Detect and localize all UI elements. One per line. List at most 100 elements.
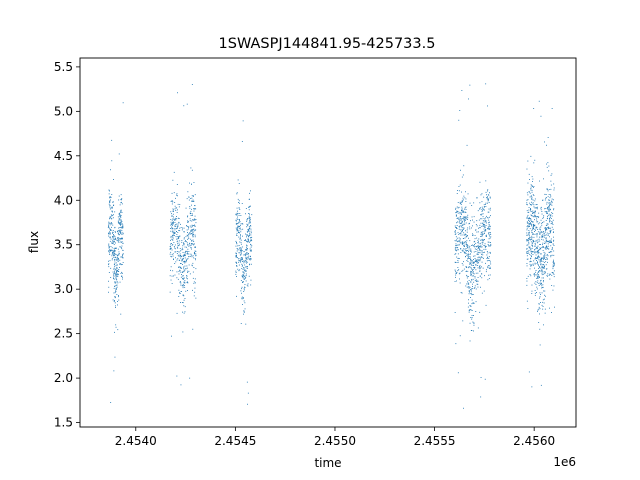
data-point — [248, 229, 249, 231]
data-point — [467, 276, 469, 277]
data-point — [478, 262, 479, 264]
data-point — [249, 235, 250, 236]
data-point — [121, 221, 123, 222]
data-point — [529, 191, 530, 193]
data-point — [176, 227, 178, 229]
data-point — [549, 273, 550, 275]
data-point — [114, 254, 116, 256]
data-point — [461, 210, 462, 212]
data-point — [454, 225, 456, 227]
data-point — [118, 234, 120, 236]
data-point — [455, 240, 457, 242]
data-point — [480, 231, 482, 233]
data-point — [237, 227, 239, 229]
data-point — [181, 256, 183, 257]
data-point — [468, 253, 469, 255]
data-point — [115, 282, 116, 284]
data-point — [545, 227, 547, 228]
data-point — [116, 239, 118, 241]
data-point — [172, 236, 173, 238]
data-point — [237, 226, 239, 228]
data-point — [529, 263, 531, 265]
x-tick-label: 2.4555 — [414, 434, 456, 448]
data-point — [113, 214, 114, 216]
data-point — [527, 222, 529, 224]
data-point — [115, 274, 117, 275]
data-point — [113, 278, 115, 280]
data-point — [116, 267, 118, 269]
data-point — [484, 230, 486, 232]
data-point — [542, 308, 544, 310]
x-axis-label: time — [314, 456, 341, 470]
data-point — [466, 243, 467, 245]
data-point — [480, 396, 482, 398]
data-point — [194, 287, 196, 289]
data-point — [487, 190, 488, 192]
data-point — [532, 203, 534, 205]
data-point — [471, 227, 472, 229]
data-point — [194, 229, 196, 231]
data-point — [457, 260, 459, 261]
data-point — [120, 273, 122, 274]
data-point — [485, 235, 487, 237]
data-point — [113, 179, 114, 180]
data-point — [527, 252, 529, 254]
data-point — [476, 197, 478, 199]
data-point — [191, 265, 193, 267]
data-point — [108, 286, 110, 288]
data-point — [530, 261, 532, 262]
data-point — [192, 235, 194, 237]
data-point — [547, 206, 549, 208]
data-point — [462, 230, 463, 231]
data-point — [246, 267, 248, 269]
data-point — [178, 230, 180, 231]
data-point — [483, 239, 484, 241]
data-point — [195, 297, 197, 299]
data-point — [457, 211, 459, 212]
data-point — [173, 246, 175, 247]
data-point — [533, 216, 535, 218]
data-point — [116, 264, 118, 266]
data-point — [540, 226, 542, 228]
data-point — [531, 253, 532, 255]
data-point — [479, 181, 481, 183]
data-point — [122, 253, 124, 255]
data-point — [481, 193, 483, 195]
data-point — [486, 197, 487, 199]
data-point — [171, 200, 173, 202]
data-point — [485, 245, 487, 247]
data-point — [548, 241, 549, 243]
data-point — [528, 218, 530, 219]
data-point — [538, 268, 540, 269]
data-point — [526, 234, 528, 236]
data-point — [481, 218, 483, 220]
data-point — [537, 277, 539, 279]
data-point — [243, 310, 245, 312]
data-point — [237, 257, 238, 259]
data-point — [116, 272, 117, 274]
data-point — [543, 215, 545, 217]
data-point — [464, 219, 466, 221]
data-point — [531, 290, 533, 292]
data-point — [114, 265, 115, 267]
data-point — [117, 240, 119, 241]
data-point — [193, 228, 195, 230]
data-point — [172, 237, 174, 239]
data-point — [481, 292, 483, 294]
data-point — [488, 245, 490, 247]
data-point — [235, 245, 237, 247]
data-point — [176, 253, 178, 254]
data-point — [118, 237, 119, 239]
data-point — [542, 234, 543, 236]
data-point — [542, 246, 544, 248]
data-point — [467, 258, 468, 260]
data-point — [179, 281, 181, 282]
data-point — [245, 277, 247, 278]
data-point — [551, 215, 553, 217]
data-point — [469, 309, 471, 310]
data-point — [236, 223, 238, 225]
data-point — [186, 246, 187, 248]
data-point — [474, 266, 475, 268]
data-point — [461, 218, 463, 220]
data-point — [529, 236, 531, 238]
